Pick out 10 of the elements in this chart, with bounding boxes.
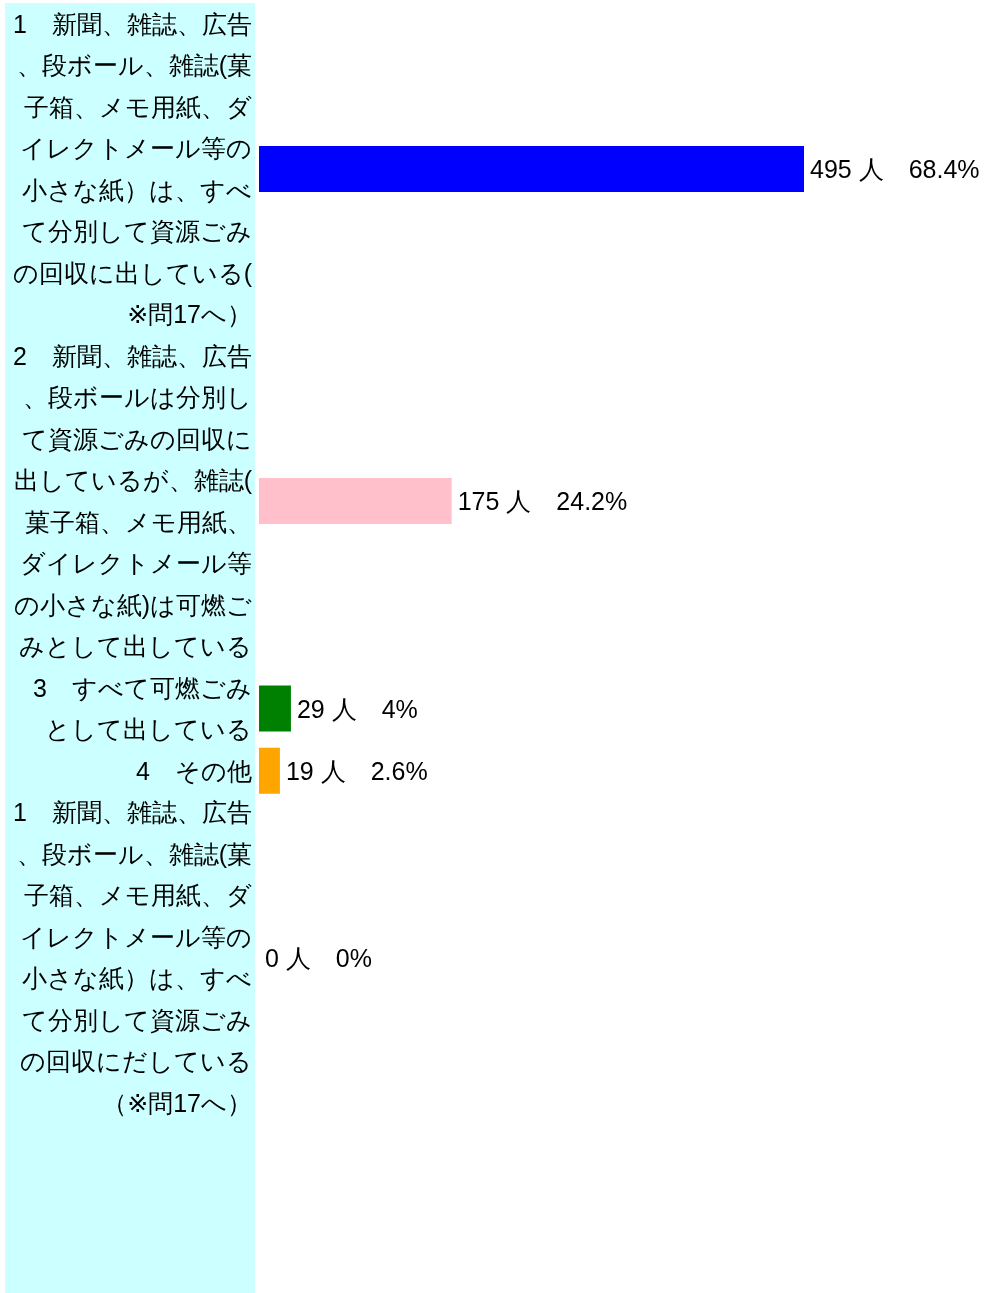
y-tick-label: 4 その他 — [136, 756, 252, 785]
data-label: 495 人 68.4% — [810, 155, 980, 183]
data-label: 19 人 2.6% — [285, 756, 428, 785]
data-label: 29 人 4% — [296, 694, 418, 723]
data-label: 0 人 0% — [265, 943, 372, 972]
data-label: 175 人 24.2% — [457, 487, 628, 515]
y-tick-label: 1 新聞、雑誌、広告、段ボール、雑誌(菓子箱、メモ用紙、ダイレクトメール等の小さな紙）は、すべて分別して資源ごみの回収にだしている（※問17へ） — [13, 798, 252, 1117]
y-tick-label: 3 すべて可燃ごみとして出している — [33, 673, 252, 743]
y-tick-label: 2 新聞、雑誌、広告、段ボールは分別して資源ごみの回収に出しているが、雑誌(菓子箱、メモ用紙、ダイレクトメール等の小さな紙)は可燃ごみとして出している — [13, 341, 253, 660]
y-tick-label: 1 新聞、雑誌、広告、段ボール、雑誌(菓子箱、メモ用紙、ダイレクトメール等の小さな紙）は、すべて分別して資源ごみの回収に出している(※問17へ） — [12, 9, 253, 328]
